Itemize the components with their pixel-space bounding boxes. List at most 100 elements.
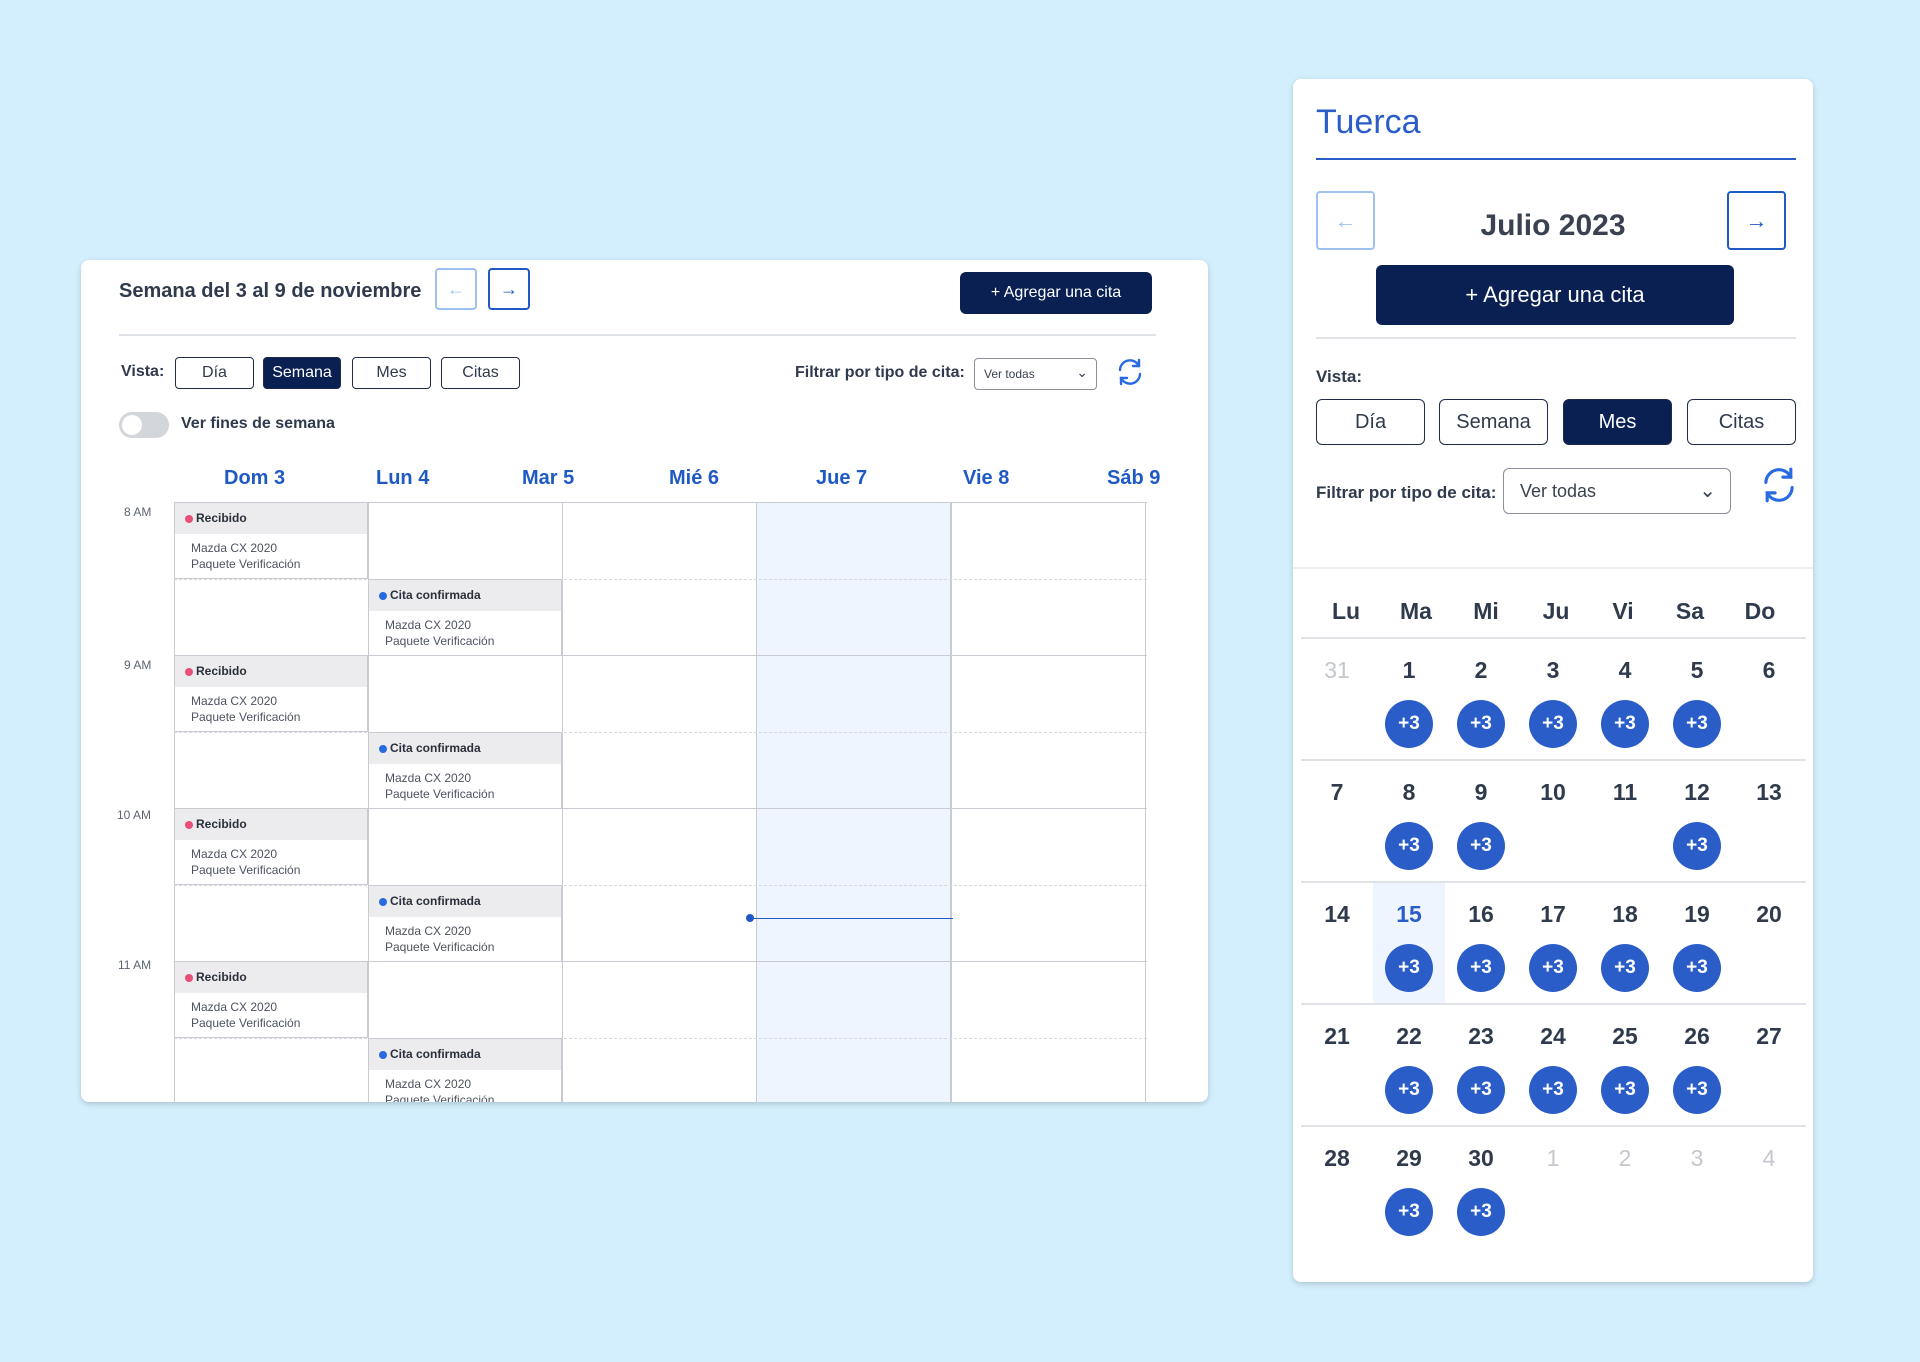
arrow-right-icon: → (500, 278, 518, 299)
calendar-day[interactable]: 4 (1733, 1127, 1805, 1247)
appointment-count-badge[interactable]: +3 (1601, 700, 1649, 748)
calendar-day[interactable]: 2 +3 (1445, 639, 1517, 759)
calendar-day[interactable]: 14 (1301, 883, 1373, 1003)
calendar-day[interactable]: 24 +3 (1517, 1005, 1589, 1125)
calendar-day[interactable]: 3 +3 (1517, 639, 1589, 759)
appointment-card[interactable]: Cita confirmada Mazda CX 2020 Paquete Ver… (368, 732, 562, 809)
appointment-count-badge[interactable]: +3 (1385, 700, 1433, 748)
appointment-car: Mazda CX 2020 (385, 618, 472, 632)
calendar-day[interactable]: 2 (1589, 1127, 1661, 1247)
appointment-package: Paquete Verificación (385, 634, 495, 648)
appointment-count-badge[interactable]: +3 (1673, 1066, 1721, 1114)
prev-week-button[interactable]: ← (435, 268, 477, 310)
calendar-day[interactable]: 6 (1733, 639, 1805, 759)
calendar-day[interactable]: 27 (1733, 1005, 1805, 1125)
appointment-count-badge[interactable]: +3 (1385, 822, 1433, 870)
refresh-icon[interactable] (1758, 464, 1800, 506)
week-row-divider (1301, 1125, 1806, 1127)
filter-select[interactable]: Ver todas ⌄ (974, 358, 1097, 390)
calendar-day[interactable]: 16 +3 (1445, 883, 1517, 1003)
appointment-count-badge[interactable]: +3 (1673, 944, 1721, 992)
day-number: 5 (1690, 657, 1704, 683)
calendar-day[interactable]: 13 (1733, 761, 1805, 881)
calendar-day[interactable]: 26 +3 (1661, 1005, 1733, 1125)
filter-label: Filtrar por tipo de cita: (1316, 483, 1497, 502)
appointment-count-badge[interactable]: +3 (1601, 944, 1649, 992)
appointment-card[interactable]: Cita confirmada Mazda CX 2020 Paquete Ver… (368, 1038, 562, 1102)
appointment-count-badge[interactable]: +3 (1385, 944, 1433, 992)
week-calendar-card: Semana del 3 al 9 de noviembre ← → + Agr… (81, 260, 1208, 1102)
calendar-day[interactable]: 22 +3 (1373, 1005, 1445, 1125)
view-appointments-button[interactable]: Citas (441, 357, 520, 389)
calendar-day[interactable]: 9 +3 (1445, 761, 1517, 881)
view-appointments-button[interactable]: Citas (1687, 399, 1796, 445)
calendar-day[interactable]: 4 +3 (1589, 639, 1661, 759)
appointment-status: Cita confirmada (369, 886, 561, 917)
appointment-card[interactable]: Cita confirmada Mazda CX 2020 Paquete Ver… (368, 885, 562, 962)
calendar-day[interactable]: 29 +3 (1373, 1127, 1445, 1247)
calendar-day[interactable]: 7 (1301, 761, 1373, 881)
week-time-grid[interactable]: Recibido Mazda CX 2020 Paquete Verificaci… (174, 502, 1147, 1102)
next-month-button[interactable]: → (1727, 191, 1786, 250)
calendar-day[interactable]: 8 +3 (1373, 761, 1445, 881)
calendar-day[interactable]: 1 (1517, 1127, 1589, 1247)
appointment-card[interactable]: Cita confirmada Mazda CX 2020 Paquete Ver… (368, 579, 562, 656)
brand-underline (1316, 158, 1796, 160)
calendar-day[interactable]: 1 +3 (1373, 639, 1445, 759)
day-number: 7 (1330, 779, 1344, 805)
appointment-count-badge[interactable]: +3 (1385, 1066, 1433, 1114)
appointment-count-badge[interactable]: +3 (1457, 944, 1505, 992)
calendar-day[interactable]: 3 (1661, 1127, 1733, 1247)
calendar-day[interactable]: 10 (1517, 761, 1589, 881)
calendar-day[interactable]: 21 (1301, 1005, 1373, 1125)
calendar-day[interactable]: 31 (1301, 639, 1373, 759)
appointment-count-badge[interactable]: +3 (1529, 944, 1577, 992)
calendar-day[interactable]: 20 (1733, 883, 1805, 1003)
appointment-count-badge[interactable]: +3 (1385, 1188, 1433, 1236)
day-number: 22 (1396, 1023, 1422, 1049)
calendar-day[interactable]: 5 +3 (1661, 639, 1733, 759)
appointment-car: Mazda CX 2020 (191, 541, 278, 555)
calendar-day[interactable]: 17 +3 (1517, 883, 1589, 1003)
view-week-button[interactable]: Semana (1439, 399, 1548, 445)
filter-select[interactable]: Ver todas ⌄ (1503, 468, 1731, 514)
calendar-day[interactable]: 11 (1589, 761, 1661, 881)
calendar-day-today[interactable]: 15 +3 (1373, 883, 1445, 1003)
day-number: 10 (1540, 779, 1566, 805)
appointment-card[interactable]: Recibido Mazda CX 2020 Paquete Verificaci… (174, 961, 368, 1038)
calendar-day[interactable]: 30 +3 (1445, 1127, 1517, 1247)
calendar-day[interactable]: 19 +3 (1661, 883, 1733, 1003)
next-week-button[interactable]: → (488, 268, 530, 310)
appointment-count-badge[interactable]: +3 (1529, 1066, 1577, 1114)
appointment-count-badge[interactable]: +3 (1673, 822, 1721, 870)
appointment-count-badge[interactable]: +3 (1673, 700, 1721, 748)
view-week-button[interactable]: Semana (263, 357, 341, 389)
appointment-count-badge[interactable]: +3 (1457, 700, 1505, 748)
calendar-day[interactable]: 23 +3 (1445, 1005, 1517, 1125)
appointment-count-badge[interactable]: +3 (1457, 822, 1505, 870)
half-hour-line (174, 732, 1147, 733)
view-day-button[interactable]: Día (1316, 399, 1425, 445)
weekend-toggle[interactable] (119, 412, 169, 438)
view-day-button[interactable]: Día (175, 357, 254, 389)
view-month-button[interactable]: Mes (352, 357, 431, 389)
add-appointment-button[interactable]: + Agregar una cita (1376, 265, 1734, 325)
calendar-day[interactable]: 18 +3 (1589, 883, 1661, 1003)
weekday-header: Sa (1675, 598, 1705, 624)
view-month-button[interactable]: Mes (1563, 399, 1672, 445)
prev-month-button[interactable]: ← (1316, 191, 1375, 250)
appointment-count-badge[interactable]: +3 (1457, 1188, 1505, 1236)
appointment-count-badge[interactable]: +3 (1601, 1066, 1649, 1114)
appointment-card[interactable]: Recibido Mazda CX 2020 Paquete Verificaci… (174, 808, 368, 885)
appointment-count-badge[interactable]: +3 (1457, 1066, 1505, 1114)
add-appointment-button[interactable]: + Agregar una cita (960, 272, 1152, 314)
calendar-day[interactable]: 28 (1301, 1127, 1373, 1247)
refresh-icon[interactable] (1114, 356, 1146, 388)
appointment-car: Mazda CX 2020 (191, 847, 278, 861)
appointment-count-badge[interactable]: +3 (1529, 700, 1577, 748)
appointment-card[interactable]: Recibido Mazda CX 2020 Paquete Verificaci… (174, 502, 368, 579)
day-number: 4 (1618, 657, 1632, 683)
calendar-day[interactable]: 12 +3 (1661, 761, 1733, 881)
appointment-card[interactable]: Recibido Mazda CX 2020 Paquete Verificaci… (174, 655, 368, 732)
calendar-day[interactable]: 25 +3 (1589, 1005, 1661, 1125)
